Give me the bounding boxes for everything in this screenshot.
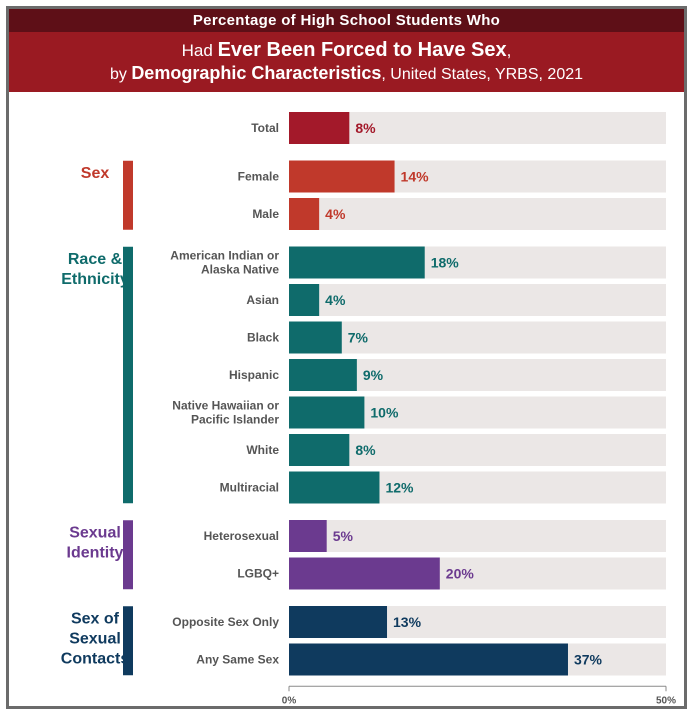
bar (289, 471, 380, 504)
category-label: Asian (246, 293, 279, 307)
bar (289, 520, 327, 552)
category-label: Native Hawaiian or (172, 399, 279, 413)
bar-track (289, 321, 666, 354)
category-label: American Indian or (170, 249, 279, 263)
bar (289, 112, 350, 144)
bar (289, 396, 365, 429)
bar (289, 434, 350, 466)
bar-track (289, 520, 666, 552)
bar (289, 198, 320, 230)
bar (289, 284, 320, 316)
bar-value-label: 7% (348, 330, 369, 346)
bar-track (289, 284, 666, 316)
chart-title-line3: by Demographic Characteristics, United S… (9, 62, 684, 86)
title-line3-prefix: by (109, 66, 132, 83)
category-label: Alaska Native (201, 263, 279, 277)
title-line3-suffix: , United States, YRBS, 2021 (381, 66, 584, 83)
bar-track (289, 112, 666, 144)
group-label: Race & (68, 251, 123, 268)
bar-chart: 8% Total 14% Female 4% Male Sex 18% American Ind… (61, 112, 676, 706)
bar-value-label: 4% (325, 292, 346, 308)
bar-value-label: 20% (446, 566, 475, 582)
category-label: Any Same Sex (196, 653, 279, 667)
group-stripe (123, 520, 133, 590)
category-label: Pacific Islander (191, 413, 279, 427)
category-label: Male (252, 207, 279, 221)
chart-title-line2: Had Ever Been Forced to Have Sex, (9, 39, 684, 62)
group-stripe (123, 606, 133, 676)
chart-frame: Percentage of High School Students Who H… (6, 6, 687, 709)
bar-value-label: 5% (333, 528, 354, 544)
group-label: Identity (67, 544, 124, 561)
bar-value-label: 13% (393, 614, 422, 630)
category-label: Hispanic (229, 368, 279, 382)
bar (289, 160, 395, 193)
chart-title-block: Had Ever Been Forced to Have Sex, by Dem… (9, 32, 684, 92)
category-label: LGBQ+ (237, 567, 279, 581)
bar-value-label: 12% (385, 480, 414, 496)
bar-value-label: 14% (401, 169, 430, 185)
bar-value-label: 8% (355, 442, 376, 458)
category-label: Total (251, 121, 279, 135)
bar (289, 359, 357, 391)
chart-title-line1: Percentage of High School Students Who (9, 9, 684, 32)
group-label: Sexual (69, 524, 121, 541)
group-label: Sex (81, 165, 110, 182)
bar (289, 246, 425, 279)
bar-value-label: 9% (363, 367, 384, 383)
title-line3-emphasis: Demographic Characteristics (131, 63, 382, 83)
group-label: Sex of (71, 610, 120, 627)
group-label: Contacts (61, 650, 130, 667)
bar-value-label: 4% (325, 206, 346, 222)
bar-value-label: 18% (431, 255, 460, 271)
bar-track (289, 434, 666, 466)
category-label: White (246, 443, 279, 457)
bar (289, 557, 440, 590)
x-tick-label: 0% (282, 695, 297, 706)
bar (289, 606, 388, 638)
group-label: Ethnicity (61, 271, 129, 288)
category-label: Multiracial (220, 481, 279, 495)
bar-track (289, 198, 666, 230)
title-line2-prefix: Had (181, 41, 218, 60)
bar (289, 321, 342, 354)
bar-value-label: 8% (355, 120, 376, 136)
bar-value-label: 10% (370, 405, 399, 421)
group-label: Sexual (69, 630, 121, 647)
bar-value-label: 37% (574, 652, 603, 668)
category-label: Black (247, 331, 279, 345)
group-stripe (123, 160, 133, 230)
title-line2-emphasis: Ever Been Forced to Have Sex (217, 39, 507, 61)
x-tick-label: 50% (656, 695, 676, 706)
category-label: Opposite Sex Only (172, 615, 279, 629)
title-line2-suffix: , (506, 41, 512, 60)
group-stripe (123, 246, 133, 504)
category-label: Heterosexual (204, 529, 279, 543)
bar (289, 643, 568, 676)
category-label: Female (238, 170, 280, 184)
